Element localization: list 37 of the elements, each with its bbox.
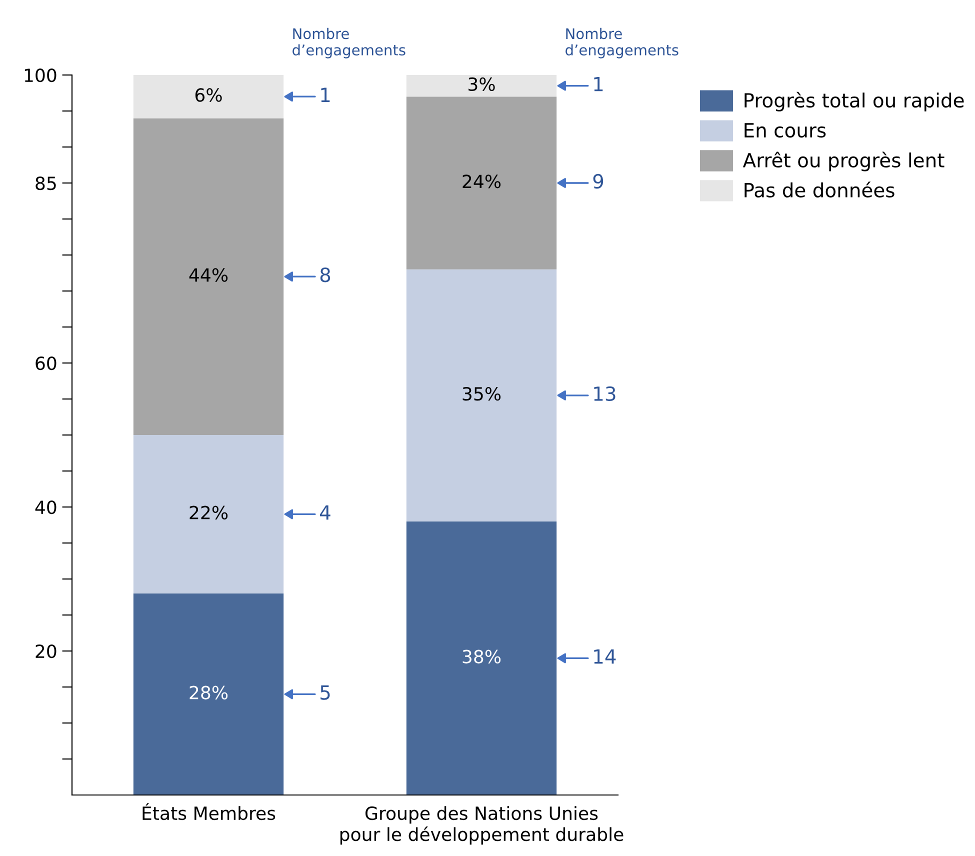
y-tick-label: 40	[35, 500, 56, 514]
y-tick-label: 60	[36, 356, 56, 370]
legend-label: Arrêt ou progrès lent	[742, 152, 944, 172]
bar	[133, 435, 284, 594]
bar	[406, 75, 557, 97]
data-label: 44%	[189, 268, 228, 282]
x-tick-label: États Membres	[142, 803, 276, 820]
data-label: 38%	[462, 650, 501, 664]
annotation: 4	[320, 505, 330, 520]
bar	[406, 521, 557, 795]
y-tick-label: 100	[24, 68, 56, 82]
x-tick-label: Groupe des Nations Unies pour le développement durable	[340, 806, 624, 845]
annotation: 13	[594, 386, 616, 402]
data-label: 3%	[468, 77, 495, 92]
text: Nombre d’engagements	[566, 28, 678, 58]
bar	[133, 118, 284, 435]
y-tick-label: 20	[36, 644, 56, 658]
data-label: 6%	[195, 88, 222, 102]
legend-label: En cours	[744, 123, 826, 138]
legend-label: Pas de données	[744, 182, 894, 198]
bar	[406, 96, 557, 270]
bar	[133, 593, 284, 795]
bar	[406, 269, 557, 522]
bar	[133, 75, 284, 118]
annotation: 9	[593, 174, 604, 189]
data-label: 22%	[190, 506, 228, 520]
legend-label: Progrès total ou rapide	[744, 92, 964, 112]
data-label: 24%	[462, 174, 501, 188]
annotation: 14	[594, 649, 616, 664]
annotation: 8	[320, 268, 330, 282]
data-label: 28%	[190, 686, 228, 700]
text: Nombre d’engagements	[292, 28, 406, 58]
annotation: 1	[321, 88, 330, 102]
annotation: 1	[594, 76, 603, 92]
annotation: 5	[320, 685, 330, 700]
data-label: 35%	[462, 386, 501, 401]
y-tick-label: 85	[36, 176, 56, 190]
